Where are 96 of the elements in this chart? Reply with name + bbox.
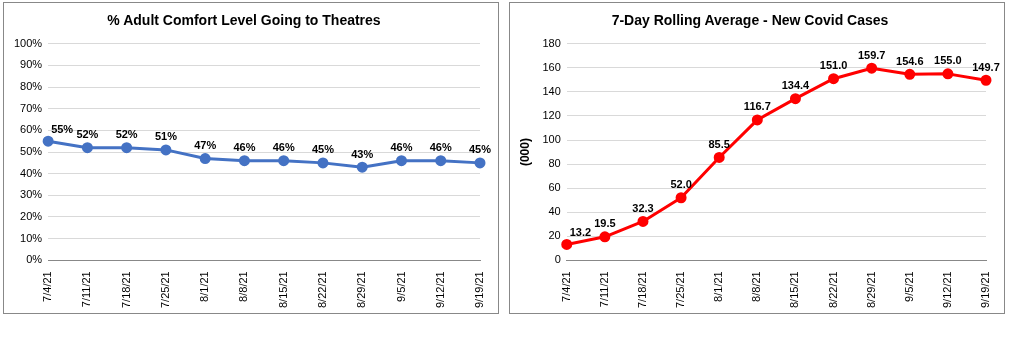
y-tick-label: 100% (13, 36, 43, 49)
y-tick-label: 180 (542, 36, 561, 49)
data-label: 46% (390, 141, 413, 154)
y-tick-label: 80% (20, 80, 43, 93)
y-tick-label: 160 (542, 60, 561, 73)
point (675, 192, 687, 204)
y-tick-label: 40 (548, 205, 561, 218)
data-label: 47% (194, 139, 217, 152)
data-label: 52% (115, 128, 138, 141)
x-tick-label: 8/29/21 (864, 271, 877, 308)
x-tick-label: 7/18/21 (119, 271, 132, 308)
point (160, 144, 172, 156)
data-label: 159.7 (857, 48, 886, 61)
x-tick-label: 8/29/21 (355, 271, 368, 308)
point (637, 215, 649, 227)
x-tick-label: 9/19/21 (473, 271, 486, 308)
point (42, 135, 54, 147)
point (866, 62, 878, 74)
data-label: 134.4 (781, 79, 811, 92)
y-tick-label: 50% (20, 145, 43, 158)
point (81, 142, 93, 154)
data-label: 151.0 (819, 59, 848, 72)
point (942, 68, 954, 80)
point (980, 74, 992, 86)
y-tick-label: 60% (20, 123, 43, 136)
data-label: 45% (468, 143, 492, 156)
y-tick-label: 120 (542, 109, 561, 121)
y-tick-label: 90% (20, 58, 43, 71)
data-label: 19.5 (594, 217, 616, 230)
chart-title: % Adult Comfort Level Going to Theatres (107, 12, 381, 29)
data-label: 45% (311, 143, 335, 156)
x-tick-label: 8/1/21 (712, 271, 725, 302)
x-tick-label: 7/25/21 (674, 271, 687, 308)
y-tick-label: 140 (542, 84, 561, 97)
point (121, 142, 133, 154)
point (356, 161, 368, 173)
x-tick-label: 7/11/21 (80, 271, 93, 308)
x-tick-label: 8/1/21 (198, 271, 211, 302)
data-label: 55% (51, 122, 74, 135)
point (278, 155, 290, 167)
x-tick-label: 7/11/21 (597, 271, 610, 308)
x-tick-label: 9/12/21 (940, 271, 953, 308)
x-tick-label: 8/22/21 (315, 271, 328, 308)
data-label: 149.7 (972, 60, 1000, 73)
y-tick-label: 20% (20, 210, 43, 223)
data-label: 32.3 (632, 201, 654, 214)
x-tick-label: 9/5/21 (902, 271, 915, 302)
data-label: 155.0 (934, 54, 962, 67)
point (238, 155, 250, 167)
y-tick-label: 40% (20, 166, 43, 179)
x-tick-label: 7/4/21 (41, 271, 54, 302)
data-label: 46% (233, 141, 256, 154)
point (317, 157, 329, 169)
x-tick-label: 8/8/21 (237, 271, 250, 302)
y-tick-label: 10% (20, 231, 43, 244)
point (904, 68, 916, 80)
data-label: 46% (272, 141, 295, 154)
point (828, 73, 840, 85)
data-label: 52% (76, 128, 99, 141)
point (474, 157, 486, 169)
x-tick-label: 8/8/21 (750, 271, 763, 302)
x-tick-label: 9/12/21 (433, 271, 446, 308)
point (435, 155, 447, 167)
x-tick-label: 8/22/21 (826, 271, 839, 308)
data-label: 52.0 (670, 178, 692, 191)
y-tick-label: 60 (548, 181, 561, 194)
point (561, 238, 573, 250)
x-tick-label: 9/19/21 (979, 271, 992, 308)
y-tick-label: 20 (548, 229, 561, 242)
x-tick-label: 9/5/21 (394, 271, 407, 302)
x-tick-label: 7/4/21 (559, 271, 572, 302)
x-tick-label: 7/18/21 (636, 271, 649, 308)
x-tick-label: 7/25/21 (158, 271, 171, 308)
point (713, 151, 725, 163)
point (789, 93, 801, 105)
data-label: 43% (351, 147, 374, 160)
point (395, 155, 407, 167)
data-label: 13.2 (569, 225, 592, 238)
y-tick-label: 70% (20, 101, 43, 114)
x-tick-label: 8/15/21 (788, 271, 801, 308)
y-tick-label: 100 (542, 133, 561, 146)
data-label: 85.5 (708, 137, 730, 150)
chart-title: 7-Day Rolling Average - New Covid Cases (611, 12, 889, 29)
point (199, 153, 211, 165)
data-label: 46% (429, 141, 452, 154)
data-label: 154.6 (896, 54, 924, 67)
y-tick-label: 30% (20, 188, 43, 201)
data-label: 51% (154, 130, 178, 143)
point (599, 231, 611, 243)
y-axis-title: (000) (517, 138, 532, 167)
y-tick-label: 0% (26, 253, 43, 266)
y-tick-label: 80 (548, 157, 561, 170)
y-tick-label: 0 (554, 253, 561, 266)
x-tick-label: 8/15/21 (276, 271, 289, 308)
data-label: 116.7 (743, 100, 771, 113)
point (751, 114, 763, 126)
